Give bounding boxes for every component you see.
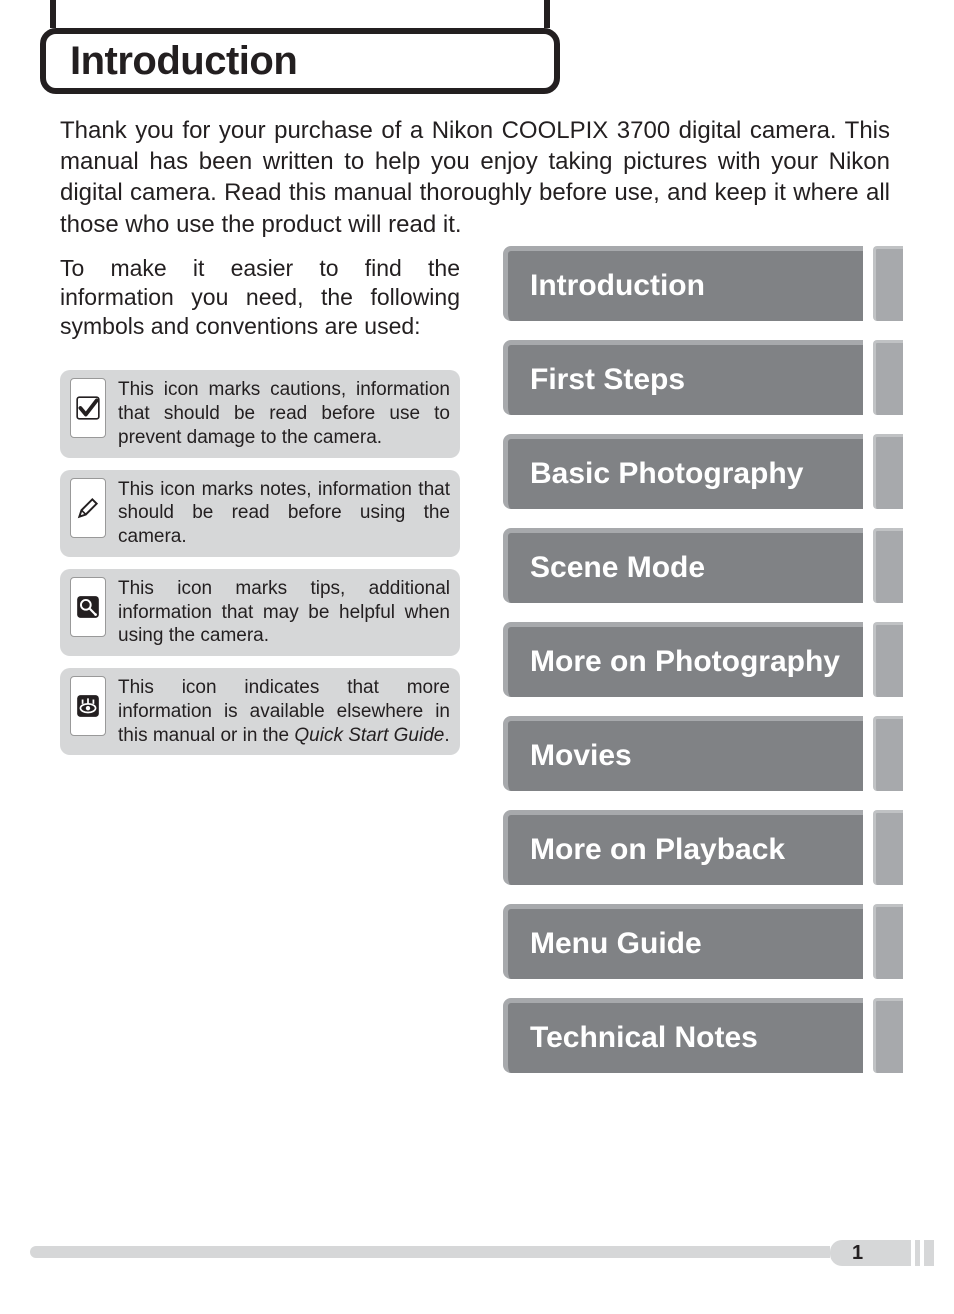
- title-bar: Introduction: [40, 28, 560, 94]
- tip-desc: This icon marks tips, additional informa…: [118, 577, 450, 648]
- chapter-tab[interactable]: [873, 904, 903, 979]
- left-column: To make it easier to find the informatio…: [60, 254, 460, 767]
- icon-row-note: This icon marks notes, information that …: [60, 470, 460, 557]
- chapter-tab[interactable]: [873, 810, 903, 885]
- icon-row-reference: This icon indicates that more informatio…: [60, 668, 460, 755]
- chapter-more-photography[interactable]: More on Photography: [503, 622, 863, 697]
- chapter-menu-guide[interactable]: Menu Guide: [503, 904, 863, 979]
- chapter-row: Basic Photography: [503, 434, 898, 509]
- caution-desc: This icon marks cautions, information th…: [118, 378, 450, 449]
- chapter-row: Scene Mode: [503, 528, 898, 603]
- icon-row-tip: This icon marks tips, additional informa…: [60, 569, 460, 656]
- chapter-row: Movies: [503, 716, 898, 791]
- chapter-tab[interactable]: [873, 434, 903, 509]
- note-desc: This icon marks notes, information that …: [118, 478, 450, 549]
- reference-icon: [70, 676, 106, 736]
- page-title: Introduction: [70, 39, 297, 84]
- chapter-introduction[interactable]: Introduction: [503, 246, 863, 321]
- chapter-row: Technical Notes: [503, 998, 898, 1073]
- tip-icon: [70, 577, 106, 637]
- chapter-more-playback[interactable]: More on Playback: [503, 810, 863, 885]
- caution-icon: [70, 378, 106, 438]
- note-icon: [70, 478, 106, 538]
- chapter-row: More on Photography: [503, 622, 898, 697]
- footer-bar: [30, 1246, 830, 1258]
- chapter-movies[interactable]: Movies: [503, 716, 863, 791]
- chapter-list: Introduction First Steps Basic Photograp…: [503, 246, 898, 1092]
- chapter-scene-mode[interactable]: Scene Mode: [503, 528, 863, 603]
- intro-paragraph: Thank you for your purchase of a Nikon C…: [60, 115, 890, 240]
- reference-desc: This icon indicates that more informatio…: [118, 676, 450, 747]
- chapter-basic-photography[interactable]: Basic Photography: [503, 434, 863, 509]
- chapter-tab[interactable]: [873, 716, 903, 791]
- icon-row-caution: This icon marks cautions, information th…: [60, 370, 460, 457]
- chapter-tab[interactable]: [873, 246, 903, 321]
- chapter-row: Introduction: [503, 246, 898, 321]
- chapter-tab[interactable]: [873, 998, 903, 1073]
- footer-decoration: [906, 1240, 934, 1266]
- chapter-first-steps[interactable]: First Steps: [503, 340, 863, 415]
- chapter-row: Menu Guide: [503, 904, 898, 979]
- page-number: 1: [830, 1240, 908, 1266]
- chapter-technical-notes[interactable]: Technical Notes: [503, 998, 863, 1073]
- chapter-tab[interactable]: [873, 622, 903, 697]
- chapter-tab[interactable]: [873, 528, 903, 603]
- title-tab-extension: [50, 0, 550, 28]
- chapter-row: First Steps: [503, 340, 898, 415]
- chapter-tab[interactable]: [873, 340, 903, 415]
- sub-paragraph: To make it easier to find the informatio…: [60, 254, 460, 340]
- chapter-row: More on Playback: [503, 810, 898, 885]
